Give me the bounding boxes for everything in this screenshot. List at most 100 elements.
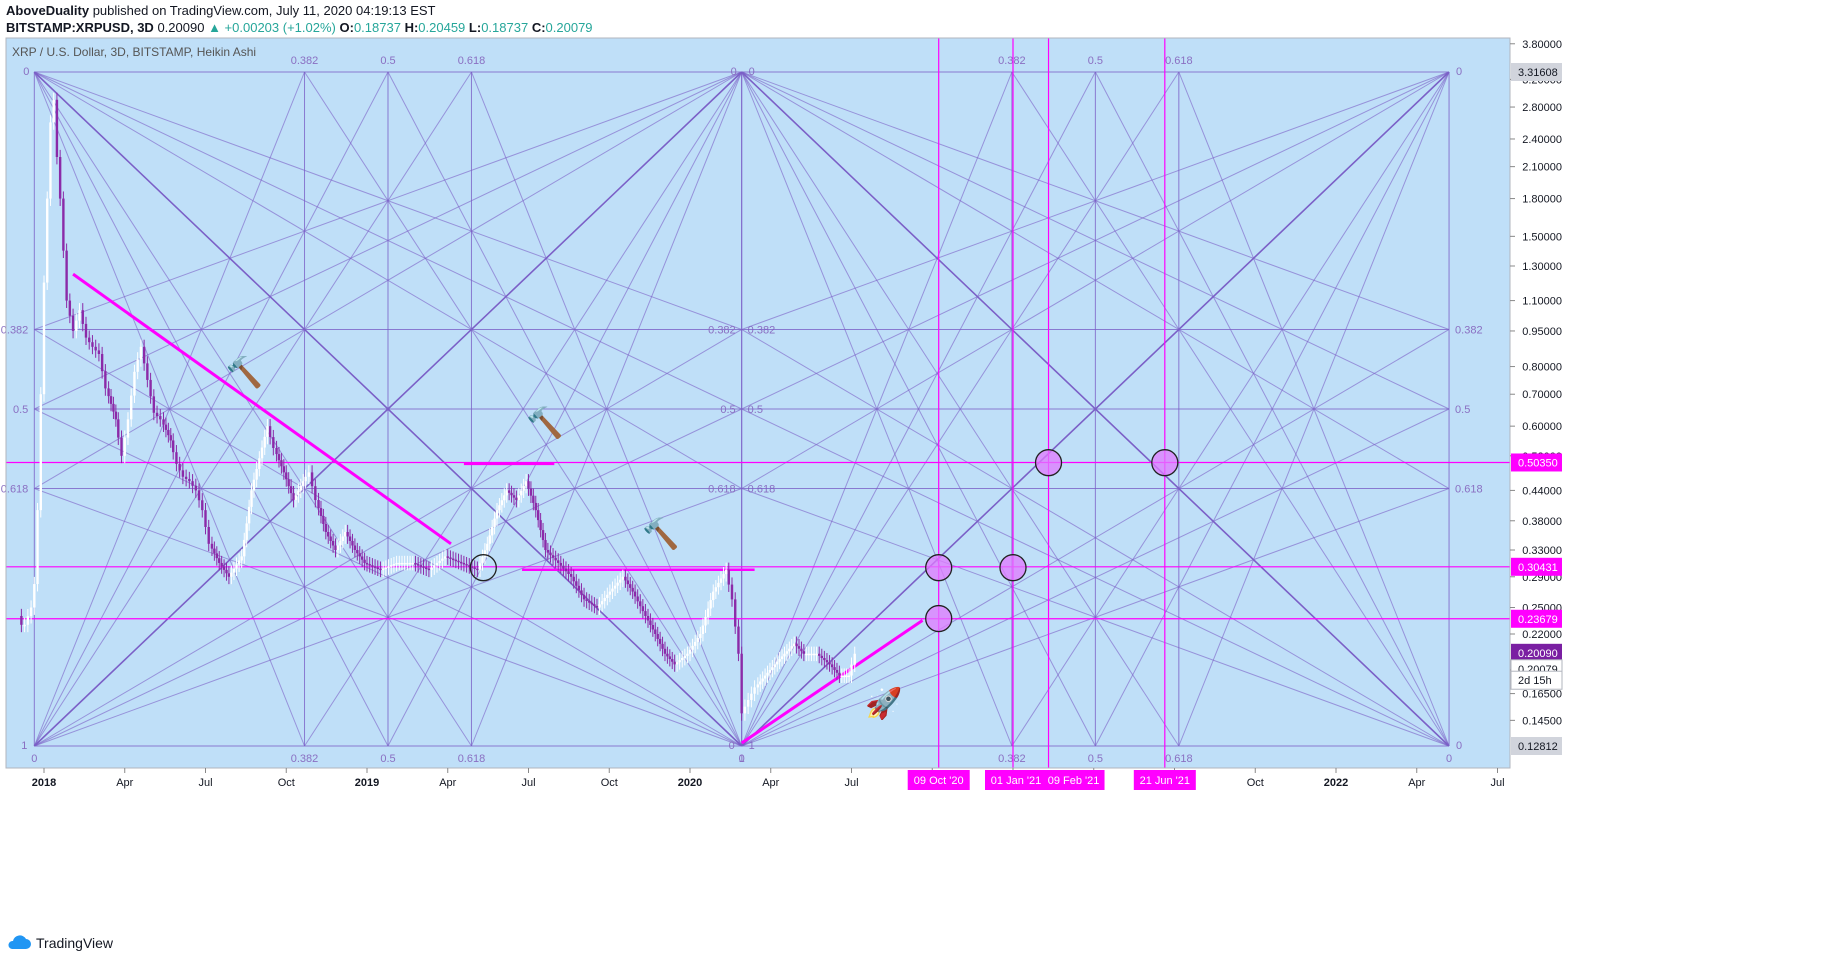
- candle-body: [167, 429, 170, 436]
- candle-body: [828, 662, 831, 665]
- candle-body: [307, 472, 311, 477]
- fib-label: 0: [1456, 66, 1462, 78]
- price-badge: [1511, 643, 1562, 662]
- candle-body: [207, 526, 210, 544]
- candle-body: [159, 416, 162, 420]
- candle-body: [572, 576, 575, 582]
- candle-body: [392, 564, 396, 566]
- candle-body: [785, 651, 789, 654]
- candle-body: [422, 566, 425, 568]
- candle-body: [595, 605, 599, 608]
- candle-body: [319, 508, 323, 517]
- candle-body: [780, 656, 784, 660]
- candle-body: [395, 562, 398, 565]
- fib-label: 0.618: [1, 484, 29, 496]
- target-circle: [1151, 449, 1179, 477]
- candle-body: [336, 545, 340, 551]
- fib-label: 1: [21, 740, 27, 752]
- candle-body: [331, 540, 335, 546]
- candle-body: [701, 625, 705, 634]
- fib-label: 0: [31, 753, 37, 765]
- plot-area[interactable]: [6, 38, 1510, 768]
- candle-body: [654, 629, 657, 634]
- candle-body: [112, 403, 115, 412]
- candle-body: [483, 550, 487, 557]
- fib-label: 0.382: [708, 324, 736, 336]
- candle-body: [512, 495, 516, 498]
- cloud-logo-icon: [8, 935, 31, 949]
- candle-body: [575, 581, 578, 586]
- tradingview-logo[interactable]: TradingView: [6, 935, 113, 951]
- candle-body: [255, 468, 258, 480]
- candle-body: [329, 536, 332, 541]
- candle-body: [486, 543, 489, 551]
- candle-body: [603, 597, 606, 602]
- candle-body: [763, 675, 767, 679]
- hammer-icon: 🔨: [226, 355, 263, 390]
- candle-body: [23, 624, 26, 627]
- candle-body: [507, 490, 511, 493]
- candle-body: [473, 567, 476, 569]
- candle-body: [520, 490, 523, 496]
- candles: [20, 92, 856, 721]
- fib-line: [741, 71, 1450, 747]
- publish-info: published on TradingView.com, July 11, 2…: [92, 3, 436, 18]
- candle-body: [515, 497, 518, 501]
- candle-body: [430, 567, 433, 570]
- candle-body: [493, 518, 496, 527]
- candle-body: [285, 472, 288, 480]
- price-tick-label: 2.10000: [1522, 162, 1562, 174]
- fib-label: 0.5: [1088, 753, 1103, 765]
- candle-body: [204, 510, 207, 527]
- candle-body: [717, 582, 720, 588]
- candle-body: [126, 419, 130, 438]
- candle-body: [58, 157, 62, 199]
- candle-body: [833, 667, 836, 670]
- close-label: C:: [531, 20, 546, 35]
- fib-line: [741, 329, 1450, 747]
- candle-body: [802, 651, 806, 654]
- candle-body: [756, 684, 760, 688]
- price-tick-label: 0.80000: [1522, 362, 1562, 374]
- candle-body: [624, 576, 627, 581]
- candle-body: [75, 320, 78, 331]
- candle-body: [661, 643, 664, 649]
- candle-body: [84, 323, 88, 338]
- price-badge-label: 3.31608: [1518, 67, 1558, 79]
- candle-body: [790, 646, 793, 649]
- candle-body: [663, 648, 667, 654]
- candle-body: [490, 526, 494, 536]
- author-name[interactable]: AboveDuality: [6, 3, 90, 18]
- candle-body: [585, 599, 588, 602]
- candle-body: [390, 565, 393, 567]
- candle-body: [771, 667, 774, 670]
- price-badge: [1511, 737, 1562, 755]
- trend-line: [740, 619, 924, 745]
- time-tick-label: Apr: [762, 777, 779, 789]
- candle-body: [536, 510, 540, 521]
- fib-line: [34, 71, 742, 410]
- candle-body: [243, 539, 246, 557]
- candle-body: [266, 426, 269, 437]
- candle-body: [194, 485, 198, 491]
- price-tick-label: 3.80000: [1522, 39, 1562, 51]
- price-badge-label: 0.50350: [1518, 457, 1558, 469]
- candle-body: [500, 500, 504, 506]
- candle-body: [823, 657, 826, 661]
- candle-body: [49, 122, 52, 199]
- candle-body: [371, 565, 374, 567]
- fib-line: [1094, 71, 1450, 747]
- candle-body: [169, 435, 172, 441]
- candle-body: [646, 615, 650, 621]
- candle-body: [400, 562, 404, 565]
- candle-body: [52, 99, 55, 123]
- candle-body: [524, 481, 528, 486]
- target-circle: [925, 554, 953, 582]
- candle-body: [649, 620, 652, 625]
- fib-speed-fans: 0.382 0.382 0.382 0.382 0.5 0.5 0.5 0.5 0.618 0.6…: [1, 55, 1483, 765]
- candle-body: [462, 562, 466, 565]
- candle-body: [651, 624, 655, 630]
- candle-body: [215, 553, 219, 559]
- candle-body: [544, 540, 547, 551]
